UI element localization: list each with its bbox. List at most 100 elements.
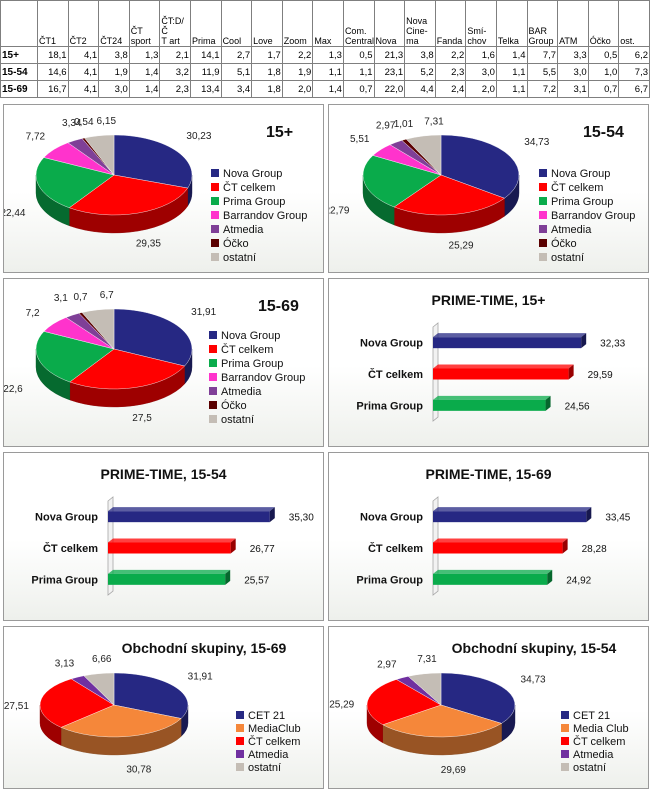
table-cell: 1,4 bbox=[312, 80, 344, 98]
table-cell: 2,4 bbox=[434, 80, 467, 98]
pie-slice bbox=[362, 155, 442, 208]
legend-label: ostatní bbox=[551, 252, 584, 264]
column-header: Max bbox=[312, 0, 344, 47]
slice-value-label: 22,44 bbox=[4, 208, 26, 219]
pie-top bbox=[362, 134, 520, 216]
chart-title: Obchodní skupiny, 15-69 bbox=[122, 640, 287, 656]
pie-value-labels: 34,73 29,69 25,29 2,97 7,31 bbox=[329, 654, 546, 776]
slice-value-label: 31,91 bbox=[188, 671, 213, 682]
legend-label: Atmedia bbox=[551, 224, 592, 236]
pie-slice bbox=[84, 134, 115, 176]
slice-value-label: 34,73 bbox=[521, 675, 546, 686]
pie-value-labels: 31,91 27,5 22,6 7,2 3,1 0,7 6,7 bbox=[4, 290, 217, 424]
pie-slice bbox=[440, 672, 516, 724]
legend-label: Barrandov Group bbox=[551, 210, 635, 222]
pie-chart: 34,73 25,29 22,79 5,51 2,971,01 7,31 15-54 Nova… bbox=[329, 116, 635, 264]
table-cell: 5,1 bbox=[220, 63, 253, 81]
table-cell: 5,5 bbox=[526, 63, 559, 81]
category-label: Nova Group bbox=[360, 338, 423, 350]
table-cell: 0,5 bbox=[587, 46, 620, 64]
slice-value-label: 30,78 bbox=[126, 764, 151, 775]
table-cell: 3,2 bbox=[159, 63, 191, 81]
bar-side bbox=[568, 364, 574, 380]
legend-label: Óčko bbox=[551, 237, 577, 250]
bar-value-label: 29,59 bbox=[588, 370, 613, 381]
pie-sides bbox=[366, 704, 516, 756]
pie-value-labels: 30,23 29,35 22,44 7,72 3,340,546,15 bbox=[4, 116, 212, 249]
pie-value-labels: 34,73 25,29 22,79 5,51 2,971,01 7,31 bbox=[329, 116, 550, 251]
column-header: ATM bbox=[557, 0, 589, 47]
table-cell: 1,3 bbox=[312, 46, 344, 64]
legend-swatch bbox=[209, 359, 217, 367]
legend-label: Nova Group bbox=[223, 168, 282, 180]
slice-value-label: 0,54 bbox=[74, 117, 94, 128]
bar-top bbox=[108, 538, 236, 543]
table-cell: 4,1 bbox=[67, 63, 100, 81]
chart-title: PRIME-TIME, 15-54 bbox=[100, 466, 226, 482]
pie-slice bbox=[407, 672, 442, 706]
row-label: 15-54 bbox=[0, 63, 38, 81]
table-cell: 2,2 bbox=[434, 46, 467, 64]
pie-slice bbox=[113, 672, 189, 719]
table-cell: 4,1 bbox=[67, 46, 100, 64]
bar bbox=[108, 542, 231, 554]
legend-label: ostatní bbox=[248, 762, 281, 774]
slice-value-label: 7,2 bbox=[26, 308, 40, 319]
legend-label: ostatní bbox=[223, 252, 256, 264]
bar-top bbox=[433, 538, 568, 543]
chart-title: 15-54 bbox=[583, 124, 624, 141]
column-header: Fanda bbox=[434, 0, 467, 47]
legend-swatch bbox=[211, 197, 219, 205]
table-cell: 1,0 bbox=[587, 63, 620, 81]
pie-slice bbox=[81, 308, 115, 350]
chart-title: PRIME-TIME, 15+ bbox=[432, 292, 546, 308]
legend-swatch bbox=[209, 401, 217, 409]
pie-slice bbox=[113, 134, 193, 189]
bar bbox=[108, 573, 226, 585]
bar-chart: PRIME-TIME, 15-69 Nova Group 33,45 ČT celke… bbox=[356, 466, 631, 596]
table-cell: 16,7 bbox=[37, 80, 69, 98]
bar-value-label: 26,77 bbox=[250, 544, 275, 555]
table-cell: 0,5 bbox=[342, 46, 375, 64]
table-cell: 3,4 bbox=[220, 80, 253, 98]
pie-slice bbox=[35, 331, 115, 383]
bar bbox=[433, 542, 563, 554]
bar-top bbox=[433, 507, 592, 512]
column-header: Nova Cine- ma bbox=[404, 0, 436, 47]
slice-value-label: 27,5 bbox=[132, 413, 152, 424]
legend-swatch bbox=[236, 711, 244, 719]
table-cell: 2,7 bbox=[220, 46, 253, 64]
table-cell: 2,0 bbox=[281, 80, 314, 98]
legend-swatch bbox=[211, 183, 219, 191]
column-header: Óčko bbox=[587, 0, 620, 47]
bar-value-label: 33,45 bbox=[605, 513, 630, 524]
legend-label: ČT celkem bbox=[551, 181, 603, 194]
table-cell: 1,1 bbox=[342, 63, 375, 81]
slice-value-label: 0,7 bbox=[74, 292, 88, 303]
legend-swatch bbox=[236, 750, 244, 758]
pie-slice bbox=[68, 174, 189, 216]
table-row: 15-54 14,6 4,1 1,9 1,4 3,2 11,9 5,1 1,8 1,9 1,1 1,1… bbox=[0, 63, 650, 81]
legend-swatch bbox=[236, 763, 244, 771]
pie-slice bbox=[69, 348, 185, 390]
slice-value-label: 3,13 bbox=[55, 659, 75, 670]
legend-swatch bbox=[236, 737, 244, 745]
column-header: ČT:D/Č T art bbox=[159, 0, 191, 47]
category-label: ČT celkem bbox=[43, 542, 98, 555]
legend-swatch bbox=[209, 331, 217, 339]
legend-label: ČT celkem bbox=[223, 181, 275, 194]
chart-panel-business-15-54: 34,73 29,69 25,29 2,97 7,31 Obchodní skupiny,… bbox=[328, 626, 649, 789]
slice-value-label: 7,72 bbox=[26, 132, 46, 143]
pie-slice bbox=[382, 704, 503, 738]
table-cell: 1,1 bbox=[495, 63, 528, 81]
category-label: Nova Group bbox=[35, 512, 98, 524]
table-cell: 4,1 bbox=[67, 80, 100, 98]
legend-label: Óčko bbox=[221, 399, 247, 412]
table-cell: 1,3 bbox=[128, 46, 161, 64]
legend-swatch bbox=[209, 345, 217, 353]
table-cell: 11,9 bbox=[189, 63, 222, 81]
table-corner-cell bbox=[0, 0, 38, 47]
legend-swatch bbox=[209, 373, 217, 381]
bar-side bbox=[586, 507, 592, 523]
